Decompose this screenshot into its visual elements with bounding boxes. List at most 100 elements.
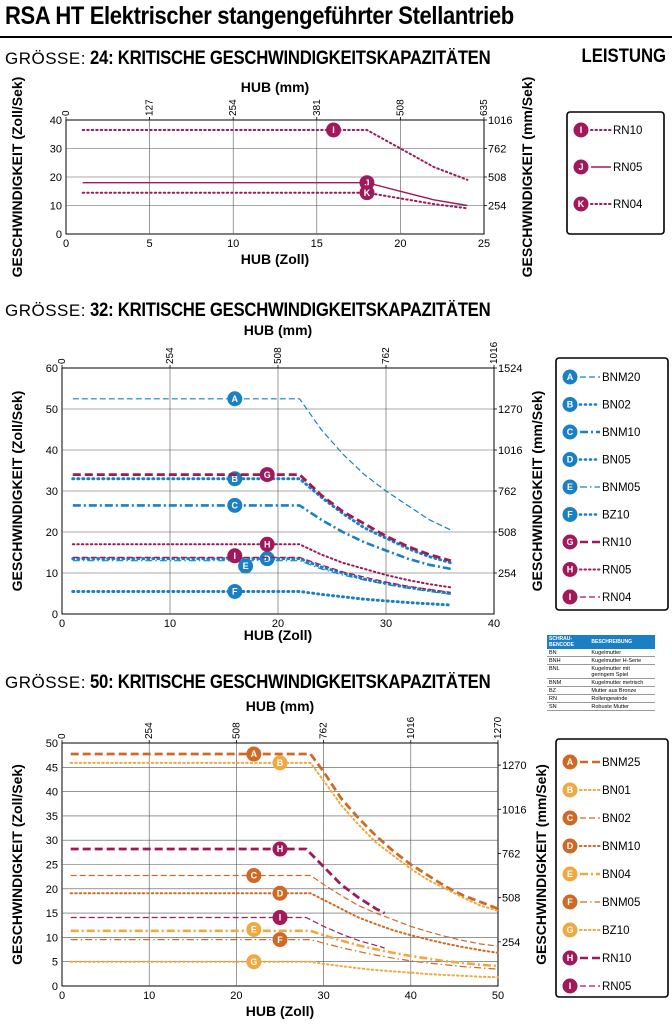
legend-badge: [562, 369, 578, 385]
legend-badge-letter: G: [566, 537, 573, 547]
legend-badge-letter: B: [567, 785, 574, 795]
series-badge-letter: D: [264, 554, 271, 564]
x2-tick-label: 254: [228, 99, 239, 116]
legend-label: BN05: [602, 455, 631, 467]
table-cell: Kugelmutter mit geringem Spiel: [589, 664, 655, 679]
y2-tick-label: 762: [488, 144, 506, 156]
series-badge: [359, 185, 375, 201]
legend-label: RN05: [602, 565, 631, 577]
y-tick-label: 0: [52, 981, 58, 993]
legend-badge: [573, 159, 589, 175]
legend-label: BZ10: [602, 925, 630, 937]
legend-badge-letter: D: [567, 841, 574, 851]
x2-tick-label: 1016: [406, 716, 417, 739]
series-line-rn10: [70, 847, 386, 915]
series-badge: [246, 954, 262, 970]
y-tick-label: 25: [46, 860, 58, 872]
table-header: BESCHREIBUNG: [589, 635, 655, 649]
series-badge-letter: E: [243, 561, 249, 571]
x2-tick-label: 1016: [489, 341, 500, 364]
y-tick-label: 0: [52, 609, 58, 621]
series-badge: [326, 122, 342, 138]
x2-tick-label: 381: [312, 99, 323, 116]
legend-badge: [562, 978, 578, 994]
series-badge: [259, 551, 275, 567]
legend-label: BNM10: [602, 427, 640, 439]
y-tick-label: 35: [46, 811, 58, 823]
legend-badge-letter: C: [567, 427, 574, 437]
y-tick-label: 0: [56, 229, 62, 241]
legend-label: BNM25: [602, 757, 640, 769]
legend-badge-letter: I: [569, 592, 572, 602]
x-tick-label: 30: [317, 990, 329, 1002]
y2-tick-label: 508: [488, 172, 506, 184]
title-rule: [0, 36, 672, 38]
table-cell: Robuste Mutter: [589, 702, 655, 711]
legend-badge-letter: K: [578, 199, 585, 209]
x-tick-label: 20: [394, 238, 406, 250]
series-line-bnm10: [69, 892, 499, 954]
series-line-bn04: [70, 929, 499, 968]
series-line-rn05: [71, 543, 452, 589]
legend-label: BNM10: [602, 841, 640, 853]
series-badge: [272, 885, 288, 901]
y2-tick-label: 1016: [502, 804, 526, 816]
table-cell: SN: [547, 702, 590, 711]
size-label: GRÖSSE:: [5, 49, 86, 68]
legend-badge: [573, 122, 589, 138]
legend-badge-letter: G: [566, 925, 573, 935]
legend-badge-letter: F: [567, 510, 573, 520]
legend-box: [555, 738, 669, 998]
series-badge-letter: B: [232, 474, 239, 484]
series-badge-letter: I: [279, 913, 282, 923]
series-line-bz10: [69, 960, 499, 979]
y-axis-title: GESCHWINDIGKEIT (Zoll/Sek): [9, 764, 25, 965]
table-cell: Mutter aus Bronze: [589, 686, 655, 695]
y2-tick-label: 1524: [498, 363, 522, 375]
legend-label: BN02: [602, 400, 631, 412]
series-line-bz10: [71, 590, 453, 607]
legend-badge: [562, 534, 578, 550]
table-cell: Kugelmutter metrisch: [589, 678, 655, 687]
table-cell: Kugelmutter: [589, 649, 655, 657]
series-line-bnm05: [72, 560, 451, 595]
x2-axis-title: HUB (mm): [241, 79, 309, 95]
x2-axis-title: HUB (mm): [244, 322, 312, 338]
legend-label: RN10: [602, 953, 631, 965]
size-label: GRÖSSE:: [5, 301, 86, 320]
series-badge-letter: B: [277, 758, 284, 768]
y2-tick-label: 762: [502, 848, 520, 860]
table-row: BN Kugelmutter: [547, 649, 655, 657]
series-badge-letter: F: [232, 587, 238, 597]
y-tick-label: 60: [46, 363, 58, 375]
table-row: SN Robuste Mutter: [547, 702, 655, 711]
legend-label: RN05: [602, 981, 631, 993]
x-axis-title: HUB (Zoll): [241, 251, 309, 267]
series-line-bnm05: [70, 938, 499, 970]
legend-badge-letter: C: [567, 813, 574, 823]
legend-label: RN10: [602, 537, 631, 549]
y-tick-label: 50: [46, 404, 58, 416]
series-line-bn01: [69, 761, 499, 912]
series-badge: [272, 841, 288, 857]
y-tick-label: 40: [50, 115, 62, 127]
series-badge: [227, 497, 243, 513]
series-line-bnm20: [72, 398, 452, 531]
y-tick-label: 20: [50, 172, 62, 184]
x2-tick-label: 0: [57, 733, 68, 739]
series-line-bnm25: [70, 752, 499, 911]
x-tick-label: 15: [311, 238, 323, 250]
series-badge: [246, 868, 262, 884]
y2-axis-title: GESCHWINDIGKEIT (mm/Sek): [529, 391, 545, 592]
y-axis-title: GESCHWINDIGKEIT (Zoll/Sek): [9, 391, 25, 592]
table-cell: BZ: [547, 686, 590, 695]
y-tick-label: 40: [46, 445, 58, 457]
table-cell: RN: [547, 694, 590, 703]
series-badge-letter: H: [264, 540, 271, 550]
x2-tick-label: 254: [165, 347, 176, 364]
series-line-rn04: [72, 556, 451, 593]
y2-tick-label: 254: [488, 201, 506, 213]
